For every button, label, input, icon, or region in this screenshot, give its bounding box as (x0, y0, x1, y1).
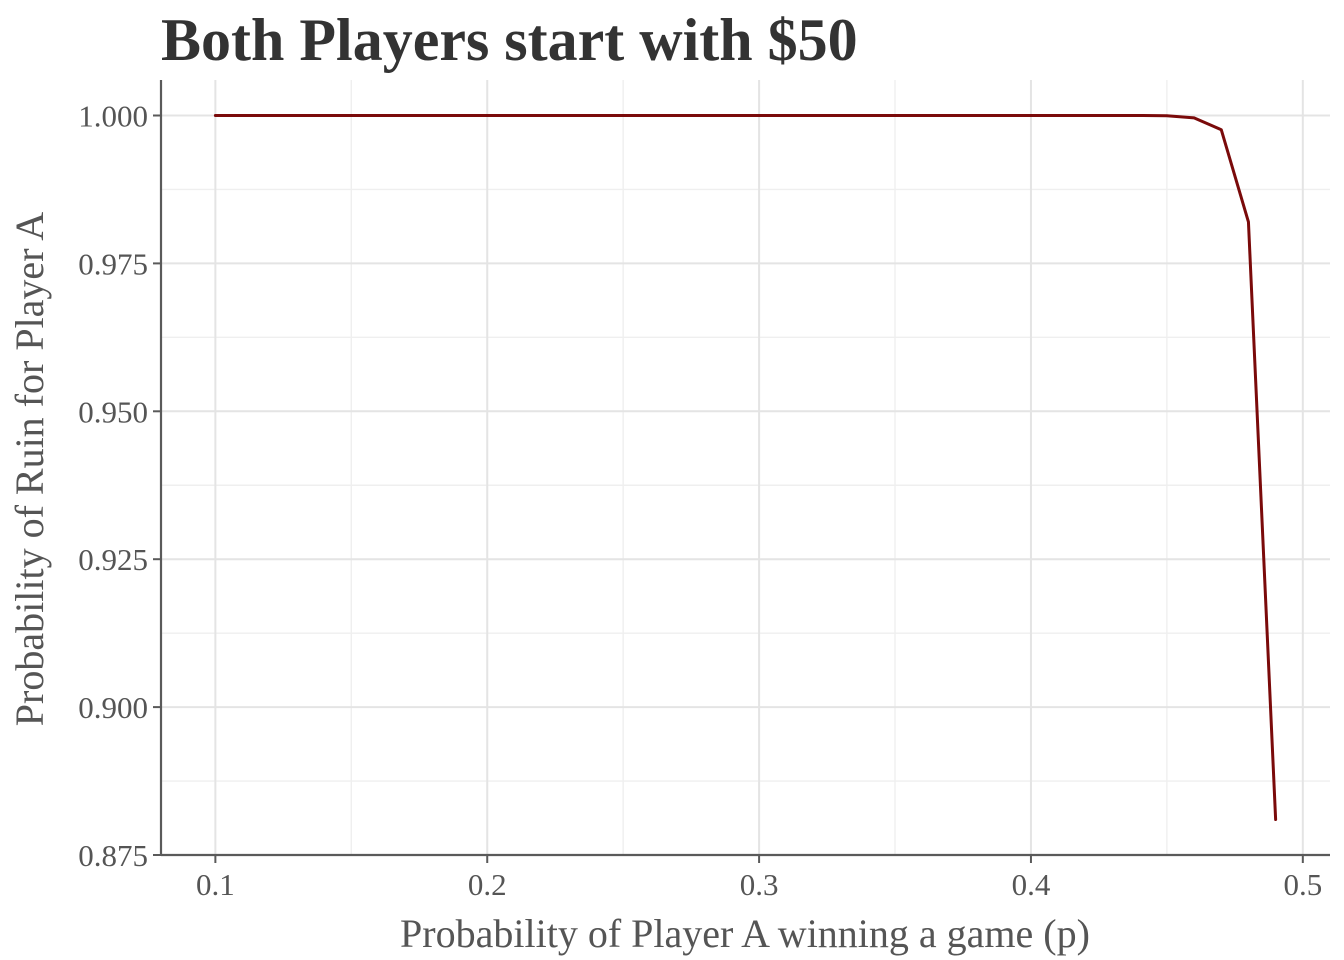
y-tick-label: 0.925 (78, 542, 148, 577)
series-line-0 (213, 114, 1278, 821)
major-gridlines (161, 80, 1330, 856)
x-tick-label: 0.1 (196, 867, 235, 902)
x-axis-ticks: 0.1 0.2 0.3 0.4 0.5 (196, 855, 1322, 902)
minor-gridlines (161, 80, 1330, 855)
series-layer (213, 114, 1278, 821)
y-tick-label: 1.000 (78, 98, 148, 133)
chart-title: Both Players start with $50 (161, 7, 858, 73)
x-tick-label: 0.4 (1012, 867, 1051, 902)
y-axis-title: Probability of Ruin for Player A (7, 212, 52, 727)
y-tick-label: 0.975 (78, 246, 148, 281)
y-tick-label: 0.950 (78, 394, 148, 429)
y-tick-label: 0.875 (78, 838, 148, 873)
x-tick-label: 0.3 (740, 867, 779, 902)
x-tick-label: 0.5 (1283, 867, 1322, 902)
y-tick-label: 0.900 (78, 690, 148, 725)
y-axis-ticks: 0.875 0.900 0.925 0.950 0.975 1.000 (78, 98, 161, 873)
x-axis-title: Probability of Player A winning a game (… (400, 911, 1090, 956)
x-tick-label: 0.2 (468, 867, 507, 902)
